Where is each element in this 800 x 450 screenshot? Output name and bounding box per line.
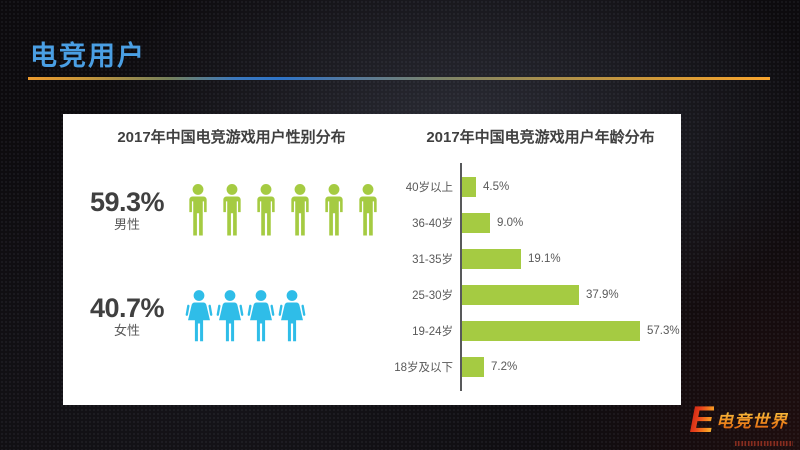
age-bar-row: 19.1% bbox=[462, 241, 681, 277]
age-value-label: 7.2% bbox=[491, 361, 518, 373]
age-category-label: 19-24岁 bbox=[412, 326, 453, 338]
age-bar bbox=[462, 177, 476, 197]
male-person-icon bbox=[257, 184, 275, 236]
age-value-label: 9.0% bbox=[497, 217, 524, 229]
gender-chart-title: 2017年中国电竞游戏用户性别分布 bbox=[117, 129, 346, 146]
female-percentage: 40.7% bbox=[89, 293, 165, 323]
site-logo: E 电竞世界 bbox=[689, 398, 788, 440]
age-bar-row: 7.2% bbox=[462, 349, 681, 385]
female-person-icon bbox=[185, 290, 213, 342]
age-value-label: 57.3% bbox=[647, 325, 680, 337]
gender-row-female: 40.7% 女性 bbox=[73, 290, 306, 342]
slide-title: 电竞用户 bbox=[30, 41, 146, 71]
age-chart: 2017年中国电竞游戏用户年龄分布 40岁以上 36-40岁 31-35岁 25-30… bbox=[394, 114, 681, 405]
age-bars: 4.5% 9.0% 19.1% 37.9% 57.3% 7.2% bbox=[460, 163, 681, 391]
male-person-icon bbox=[291, 184, 309, 236]
age-bar-row: 9.0% bbox=[462, 205, 681, 241]
title-divider-line bbox=[28, 77, 770, 80]
age-chart-title: 2017年中国电竞游戏用户年龄分布 bbox=[426, 129, 655, 146]
male-person-icon bbox=[359, 184, 377, 236]
gender-chart: 2017年中国电竞游戏用户性别分布 59.3% 男性 40.7% 女性 bbox=[63, 114, 400, 405]
age-plot: 40岁以上 36-40岁 31-35岁 25-30岁 19-24岁 18岁及以下 4.5%… bbox=[394, 163, 681, 391]
male-stat: 59.3% 男性 bbox=[73, 188, 181, 232]
male-person-icons bbox=[185, 184, 381, 236]
male-person-icon bbox=[223, 184, 241, 236]
age-bar bbox=[462, 249, 521, 269]
logo-e-mark: E bbox=[689, 398, 714, 440]
age-bar bbox=[462, 213, 490, 233]
male-person-icon bbox=[325, 184, 343, 236]
charts-panel: 2017年中国电竞游戏用户性别分布 59.3% 男性 40.7% 女性 2017… bbox=[63, 114, 681, 405]
age-category-label: 36-40岁 bbox=[412, 218, 453, 230]
male-person-icon bbox=[189, 184, 207, 236]
logo-name: 电竞世界 bbox=[716, 407, 788, 432]
age-category-label: 25-30岁 bbox=[412, 290, 453, 302]
age-bar-row: 37.9% bbox=[462, 277, 681, 313]
age-bar bbox=[462, 321, 640, 341]
age-category-label: 31-35岁 bbox=[412, 254, 453, 266]
age-value-label: 4.5% bbox=[483, 181, 510, 193]
watermark-text bbox=[735, 441, 793, 446]
age-bar-row: 57.3% bbox=[462, 313, 681, 349]
gender-row-male: 59.3% 男性 bbox=[73, 184, 381, 236]
male-percentage: 59.3% bbox=[89, 187, 165, 217]
female-person-icons bbox=[185, 290, 306, 342]
female-person-icon bbox=[247, 290, 275, 342]
age-value-label: 37.9% bbox=[586, 289, 619, 301]
male-category-label: 男性 bbox=[113, 217, 140, 233]
age-value-label: 19.1% bbox=[528, 253, 561, 265]
female-stat: 40.7% 女性 bbox=[73, 294, 181, 338]
age-category-label: 18岁及以下 bbox=[394, 362, 453, 374]
age-labels: 40岁以上 36-40岁 31-35岁 25-30岁 19-24岁 18岁及以下 bbox=[394, 163, 460, 391]
female-person-icon bbox=[216, 290, 244, 342]
female-category-label: 女性 bbox=[113, 323, 140, 339]
age-bar-row: 4.5% bbox=[462, 169, 681, 205]
female-person-icon bbox=[278, 290, 306, 342]
age-bar bbox=[462, 357, 484, 377]
age-bar bbox=[462, 285, 579, 305]
age-category-label: 40岁以上 bbox=[405, 182, 453, 194]
